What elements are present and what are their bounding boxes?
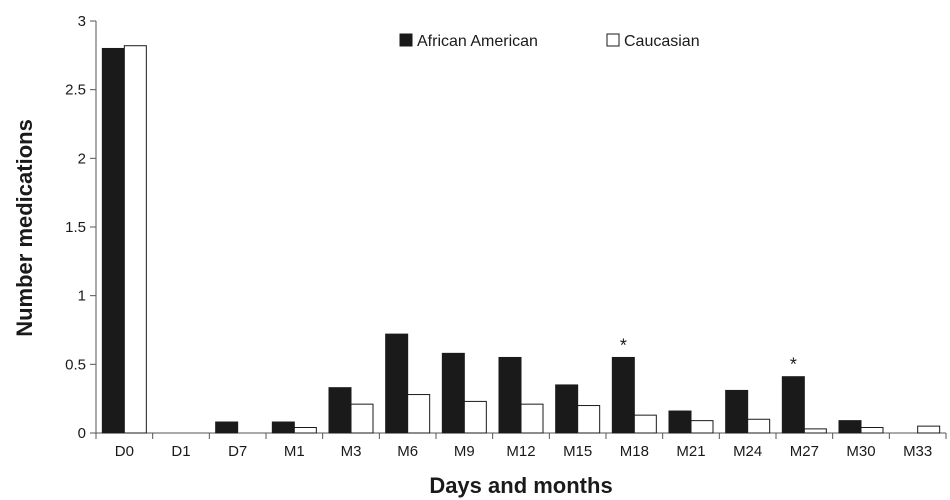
x-axis: D0 D1 D7 M1 M3 M6 M9 M12 M15 M18 M21 M24 M27 M30 M33 [95,432,947,460]
y-tick-label: 3 [78,13,86,30]
bar-caucasian-m18 [633,414,657,434]
x-tick-label: M9 [454,443,475,460]
x-tick-label: M6 [397,443,418,460]
bar-caucasian-m33 [917,425,941,434]
x-tick-label: M15 [563,443,592,460]
legend-label: Caucasian [624,33,700,50]
x-axis-title: Days and months [429,473,612,498]
y-tick-label: 1 [78,288,86,305]
bar-caucasian-m15 [577,405,601,434]
x-tick-label: M30 [846,443,875,460]
bar-caucasian-d0 [123,45,147,434]
x-tick-label: D7 [228,443,247,460]
legend-swatch-caucasian [606,33,620,47]
y-tick-label: 0.5 [65,356,86,373]
x-tick-label: M1 [284,443,305,460]
bar-african-american-m9 [441,352,465,434]
bar-african-american-m18 [611,356,635,434]
x-tick-label: M12 [506,443,535,460]
bar-caucasian-m30 [860,427,884,434]
bar-african-american-m1 [271,421,295,434]
bar-caucasian-m24 [747,418,771,434]
x-tick-label: M21 [676,443,705,460]
bars [101,45,941,434]
x-tick-label: M24 [733,443,762,460]
bar-african-american-m27 [781,376,805,434]
legend-label: African American [417,33,538,50]
bar-african-american-m6 [385,333,409,434]
bar-african-american-d7 [215,421,239,434]
significance-asterisk: * [620,335,627,355]
significance-asterisk: * [790,355,797,375]
bar-caucasian-m6 [407,394,431,434]
x-tick-label: M27 [790,443,819,460]
x-tick-label: M3 [341,443,362,460]
y-tick-label: 2.5 [65,82,86,99]
legend: African American Caucasian [399,33,700,50]
bar-african-american-m12 [498,356,522,434]
y-axis: 0 0.5 1 1.5 2 2.5 3 [65,13,97,442]
y-tick-label: 1.5 [65,219,86,236]
bar-caucasian-m12 [520,403,544,434]
bar-caucasian-m9 [463,400,487,434]
bar-african-american-m30 [838,420,862,434]
bar-african-american-m24 [725,389,749,434]
annotations: ** [620,335,797,374]
y-tick-label: 0 [78,425,86,442]
bar-african-american-m21 [668,410,692,434]
y-tick-label: 2 [78,150,86,167]
x-tick-label: M18 [620,443,649,460]
x-tick-label: D1 [171,443,190,460]
legend-swatch-african-american [399,33,413,47]
bar-african-american-d0 [101,47,125,434]
bar-african-american-m3 [328,387,352,434]
bar-caucasian-m21 [690,420,714,434]
bar-caucasian-m27 [803,428,827,434]
x-tick-label: M33 [903,443,932,460]
y-axis-title: Number medications [12,119,37,337]
bar-african-american-m15 [555,384,579,434]
bar-caucasian-m1 [293,427,317,434]
x-tick-label: D0 [115,443,134,460]
bar-caucasian-m3 [350,403,374,434]
